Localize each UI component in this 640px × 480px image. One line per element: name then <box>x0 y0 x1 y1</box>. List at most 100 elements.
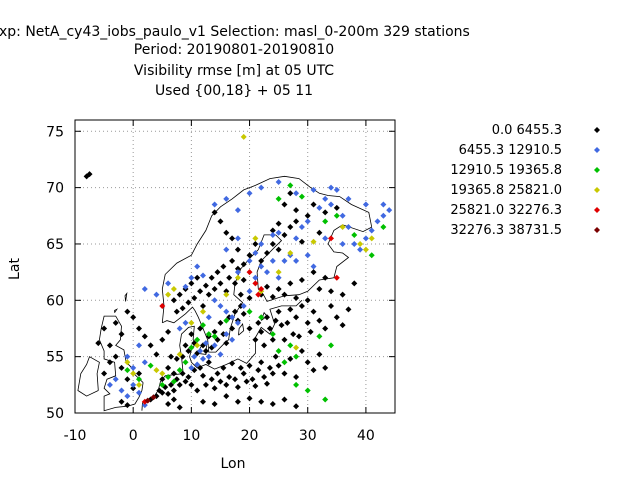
data-point-series-1 <box>264 269 270 276</box>
data-point-series-1 <box>124 353 131 360</box>
data-point-series-1 <box>205 353 212 360</box>
data-point-series-0 <box>208 376 215 383</box>
data-point-series-0 <box>202 282 209 289</box>
data-point-series-0 <box>211 209 218 216</box>
data-point-series-0 <box>170 297 177 304</box>
data-point-series-1 <box>339 212 346 219</box>
data-point-series-1 <box>223 331 230 338</box>
data-point-series-1 <box>211 297 218 304</box>
data-point-series-0 <box>287 306 294 313</box>
data-point-series-1 <box>217 302 224 309</box>
data-point-series-2 <box>287 182 294 189</box>
data-point-series-5 <box>144 397 151 404</box>
data-point-series-1 <box>333 186 340 193</box>
data-point-series-5 <box>150 394 157 401</box>
data-point-series-0 <box>200 372 206 379</box>
coastline-path <box>114 308 119 313</box>
data-point-series-1 <box>194 263 201 270</box>
data-point-series-0 <box>287 190 294 197</box>
data-point-series-0 <box>339 322 346 329</box>
data-point-series-0 <box>234 384 241 391</box>
data-point-series-4 <box>252 280 259 287</box>
data-point-series-1 <box>197 348 204 355</box>
data-point-series-0 <box>130 314 137 321</box>
data-point-series-1 <box>200 355 206 362</box>
data-point-series-1 <box>211 342 218 349</box>
data-point-series-1 <box>223 308 230 315</box>
data-point-series-0 <box>214 269 221 276</box>
data-point-series-0 <box>188 381 195 388</box>
data-point-series-0 <box>165 328 172 335</box>
data-point-series-1 <box>194 361 201 368</box>
data-point-series-0 <box>211 385 218 392</box>
data-point-series-0 <box>293 207 300 214</box>
data-point-series-1 <box>386 207 393 214</box>
data-point-series-3 <box>188 319 195 326</box>
data-point-series-0 <box>95 340 102 347</box>
data-point-series-0 <box>240 277 247 284</box>
data-point-series-0 <box>232 308 238 315</box>
data-point-series-3 <box>153 367 160 374</box>
data-point-series-4 <box>255 291 262 298</box>
data-point-series-0 <box>328 302 334 309</box>
data-point-series-1 <box>362 201 369 208</box>
data-point-series-0 <box>112 319 119 326</box>
data-point-series-0 <box>153 351 160 358</box>
x-tick-label: 20 <box>241 428 259 444</box>
title-line-1: Exp: NetA_cy43_iobs_paulo_v1 Selection: … <box>0 24 470 40</box>
data-point-series-3 <box>310 238 317 245</box>
y-axis-label: Lat <box>7 258 23 280</box>
data-point-series-3 <box>234 274 241 281</box>
data-point-series-0 <box>258 328 265 335</box>
data-point-series-0 <box>272 353 279 360</box>
data-point-series-0 <box>185 373 192 380</box>
data-point-series-1 <box>240 302 247 309</box>
data-point-series-0 <box>234 246 241 253</box>
data-point-series-0 <box>266 325 273 332</box>
data-point-series-1 <box>339 240 346 247</box>
data-point-series-1 <box>351 240 358 247</box>
data-point-series-0 <box>136 325 142 332</box>
title-line-4: Used {00,18} + 05 11 <box>155 83 313 99</box>
data-point-series-0 <box>234 398 241 405</box>
data-point-series-0 <box>191 295 198 302</box>
data-point-series-0 <box>252 336 259 343</box>
data-point-series-0 <box>266 364 273 371</box>
x-axis-label: Lon <box>221 456 246 472</box>
data-point-series-0 <box>200 398 206 405</box>
data-point-series-2 <box>322 218 329 225</box>
data-point-series-0 <box>147 342 154 349</box>
data-point-series-0 <box>197 288 204 295</box>
data-point-series-1 <box>275 274 282 281</box>
data-point-series-0 <box>136 370 142 377</box>
data-point-series-0 <box>316 317 323 324</box>
data-point-series-0 <box>118 331 125 338</box>
data-point-series-1 <box>217 351 224 358</box>
data-point-series-0 <box>264 283 270 290</box>
legend-label: 12910.5 19365.8 <box>450 163 562 178</box>
data-point-series-3 <box>339 224 346 231</box>
data-point-series-1 <box>223 246 230 253</box>
data-point-series-0 <box>229 325 236 332</box>
data-point-series-0 <box>168 353 174 360</box>
data-point-series-0 <box>310 308 317 315</box>
data-point-series-0 <box>240 370 247 377</box>
data-point-series-1 <box>269 257 276 264</box>
data-point-series-2 <box>281 359 288 366</box>
data-point-series-0 <box>298 277 305 284</box>
data-point-series-1 <box>176 325 183 332</box>
data-point-series-0 <box>176 404 183 411</box>
data-point-series-0 <box>287 224 294 231</box>
data-point-series-0 <box>197 325 204 332</box>
data-point-series-0 <box>214 336 221 343</box>
data-point-series-0 <box>243 378 250 385</box>
data-point-series-1 <box>141 402 148 409</box>
data-point-series-0 <box>293 403 300 410</box>
data-point-series-2 <box>304 387 311 394</box>
data-point-series-0 <box>101 370 108 377</box>
data-point-series-1 <box>310 186 317 193</box>
data-point-series-3 <box>170 286 177 293</box>
data-point-series-0 <box>237 364 244 371</box>
data-point-series-0 <box>211 400 218 407</box>
data-point-series-2 <box>275 348 282 355</box>
